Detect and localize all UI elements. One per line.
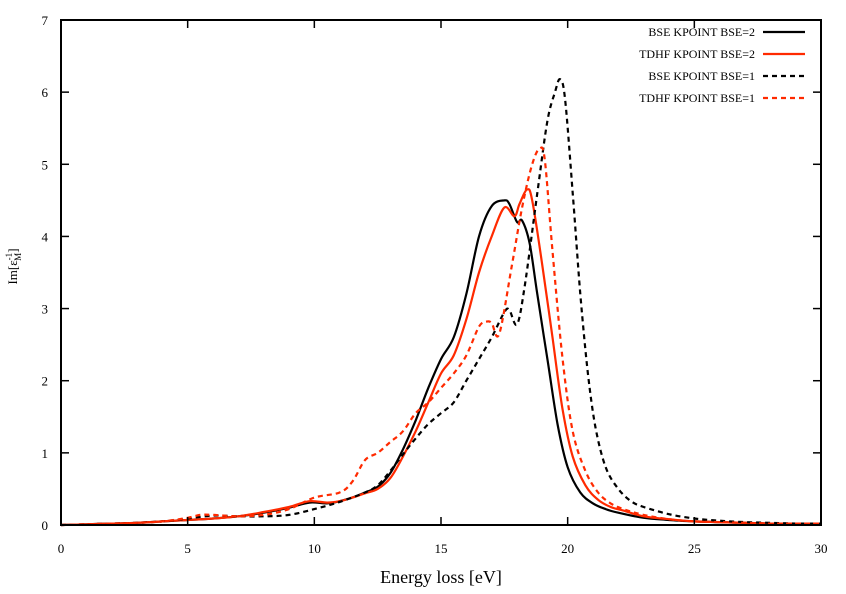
series-line-1 xyxy=(60,199,821,527)
svg-text:Im[ε-1M]: Im[ε-1M] xyxy=(4,248,23,284)
series-line-3 xyxy=(60,78,822,527)
y-axis-label: Im[ε-1M] xyxy=(4,248,23,284)
y-tick-label: 0 xyxy=(42,518,49,533)
legend-label-4: TDHF KPOINT BSE=1 xyxy=(639,91,755,105)
x-tick-label: 25 xyxy=(688,541,701,556)
series-layer xyxy=(60,78,822,527)
y-axis-label-sub: M xyxy=(13,253,23,261)
y-tick-label: 7 xyxy=(42,13,49,28)
y-tick-label: 4 xyxy=(42,229,49,244)
series-line-2 xyxy=(60,188,821,527)
x-axis-label: Energy loss [eV] xyxy=(380,567,502,587)
x-tick-label: 15 xyxy=(435,541,448,556)
y-tick-label: 3 xyxy=(42,302,49,317)
legend-label-2: TDHF KPOINT BSE=2 xyxy=(639,47,755,61)
y-tick-label: 1 xyxy=(42,446,49,461)
y-axis-label-sup: -1 xyxy=(4,253,14,261)
y-tick-label: 6 xyxy=(42,85,49,100)
series-line-4 xyxy=(60,146,821,527)
legend: BSE KPOINT BSE=2 TDHF KPOINT BSE=2 BSE KPO… xyxy=(639,25,805,105)
legend-label-1: BSE KPOINT BSE=2 xyxy=(648,25,755,39)
x-tick-label: 10 xyxy=(308,541,321,556)
ticks-layer: 0 5 10 15 20 25 30 0 1 2 3 4 5 6 7 xyxy=(42,13,828,556)
y-axis-label-base: Im[ xyxy=(5,266,20,285)
x-tick-label: 0 xyxy=(58,541,65,556)
y-tick-label: 2 xyxy=(42,374,49,389)
y-axis-label-eps: ε xyxy=(5,260,20,266)
y-axis-label-close: ] xyxy=(5,248,20,252)
x-tick-label: 20 xyxy=(561,541,574,556)
x-tick-label: 5 xyxy=(184,541,191,556)
x-tick-label: 30 xyxy=(815,541,828,556)
legend-label-3: BSE KPOINT BSE=1 xyxy=(648,69,755,83)
y-tick-label: 5 xyxy=(42,157,49,172)
